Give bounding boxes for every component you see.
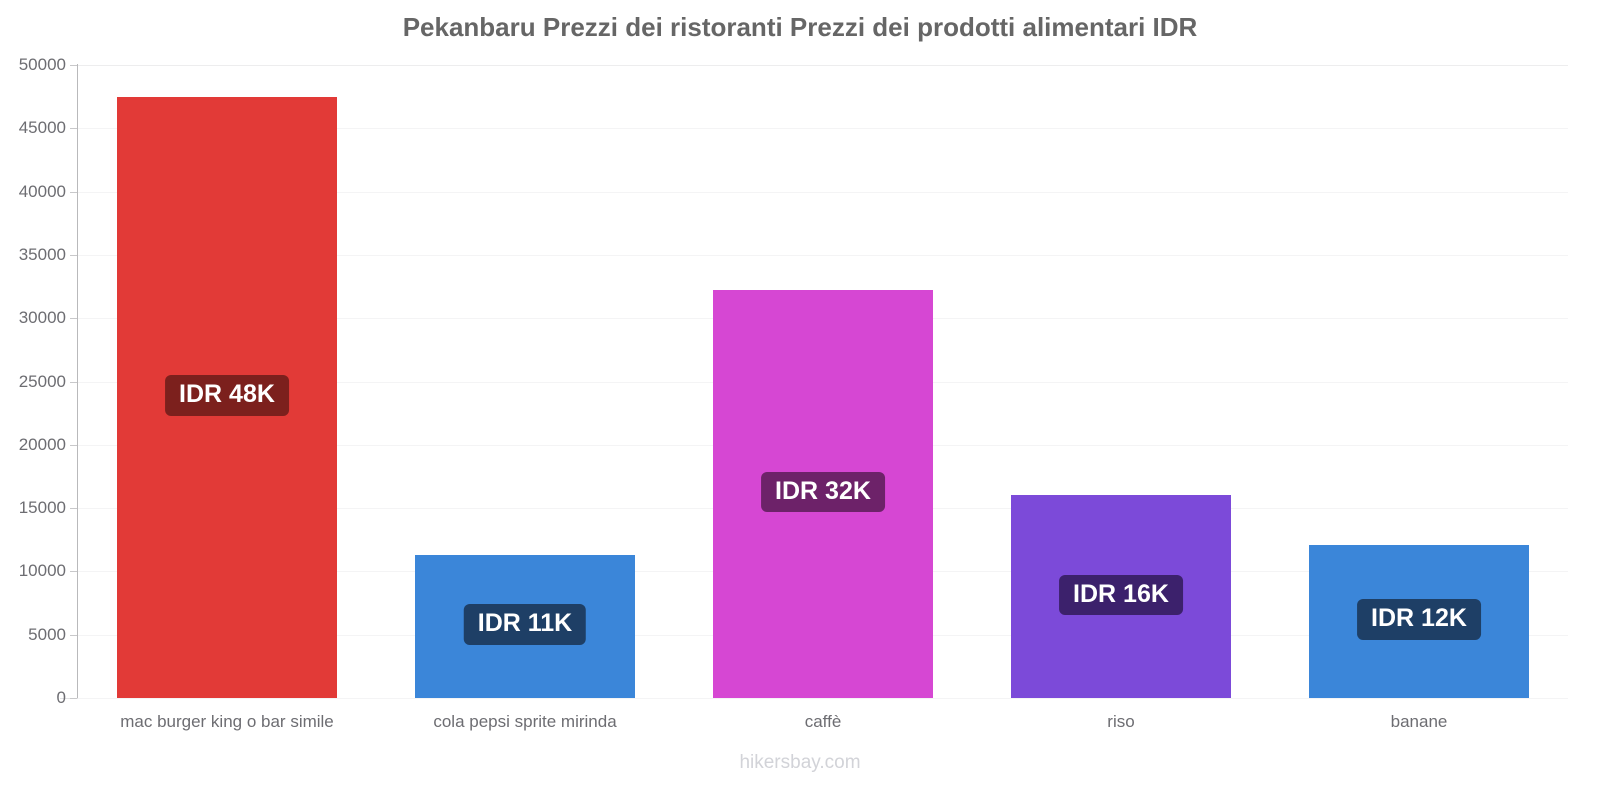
footer-watermark: hikersbay.com xyxy=(739,752,861,773)
y-tick-mark xyxy=(70,191,77,193)
bar-value-label: IDR 48K xyxy=(165,375,289,416)
y-tick-mark xyxy=(70,318,77,320)
y-tick-label: 45000 xyxy=(18,118,66,138)
bar[interactable]: IDR 11K xyxy=(415,554,635,698)
bar[interactable]: IDR 12K xyxy=(1309,544,1529,698)
bar-value-label: IDR 12K xyxy=(1357,599,1481,640)
y-tick-label: 0 xyxy=(56,688,66,707)
x-tick-label: riso xyxy=(1107,712,1135,731)
bar-value-label: IDR 32K xyxy=(761,472,885,513)
y-tick-mark xyxy=(70,444,77,446)
x-tick-label: mac burger king o bar simile xyxy=(120,712,334,731)
y-axis-line xyxy=(77,64,78,699)
x-axis-line xyxy=(60,698,1568,699)
y-tick-mark xyxy=(70,571,77,573)
y-tick-mark xyxy=(70,254,77,256)
y-tick-label: 40000 xyxy=(18,181,66,201)
y-tick-mark xyxy=(70,634,77,636)
bar-value-label: IDR 16K xyxy=(1059,574,1183,615)
bar[interactable]: IDR 32K xyxy=(713,290,933,698)
y-tick-label: 30000 xyxy=(18,308,66,328)
plot-area: IDR 48K IDR 11K IDR 32K IDR 16K IDR 12K xyxy=(78,65,1568,699)
x-tick-label: cola pepsi sprite mirinda xyxy=(433,712,617,731)
y-tick-label: 5000 xyxy=(28,624,66,644)
bar[interactable]: IDR 16K xyxy=(1011,495,1231,698)
y-tick-label: 15000 xyxy=(18,498,66,518)
y-tick-mark xyxy=(70,381,77,383)
y-tick-label: 25000 xyxy=(18,371,66,391)
y-tick-label: 10000 xyxy=(18,561,66,581)
x-tick-label: caffè xyxy=(804,712,842,731)
gridline xyxy=(78,65,1568,66)
bar-value-label: IDR 11K xyxy=(463,604,587,645)
chart-title: Pekanbaru Prezzi dei ristoranti Prezzi d… xyxy=(402,12,1198,42)
y-tick-mark xyxy=(70,698,77,699)
y-tick-mark xyxy=(70,128,77,130)
x-tick-label: banane xyxy=(1390,712,1448,731)
y-tick-mark xyxy=(70,508,77,510)
y-tick-label: 20000 xyxy=(18,434,66,454)
y-tick-label: 50000 xyxy=(18,55,66,74)
bar[interactable]: IDR 48K xyxy=(117,96,337,698)
y-tick-label: 35000 xyxy=(18,244,66,264)
y-tick-mark xyxy=(70,65,77,66)
